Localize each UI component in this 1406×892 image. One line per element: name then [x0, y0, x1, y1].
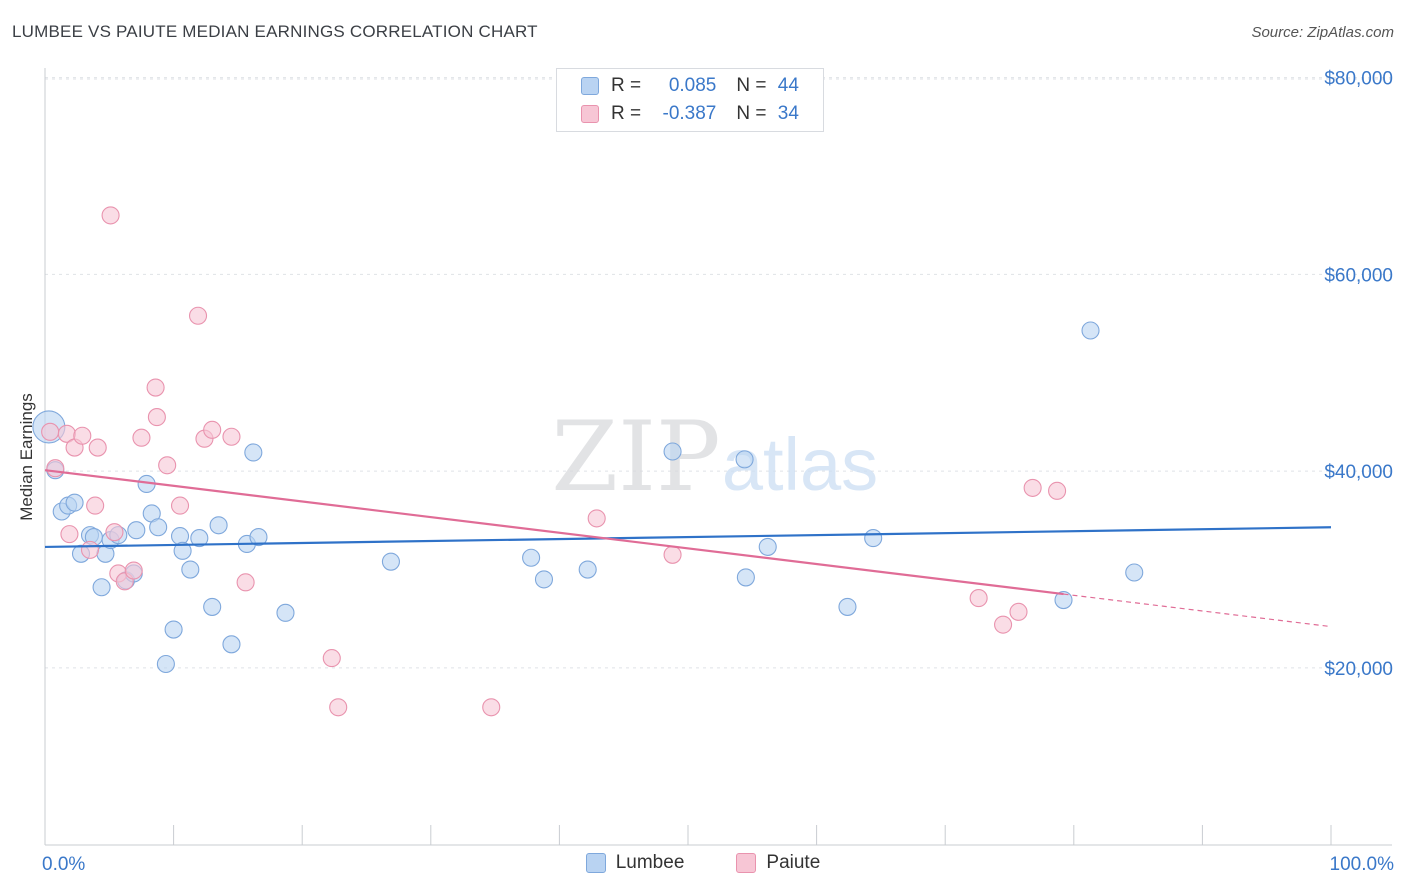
correlation-legend: R = 0.085 N = 44 R = -0.387 N = 34 — [556, 68, 824, 132]
x-tick-label-max: 100.0% — [1330, 854, 1395, 875]
lumbee-point — [181, 560, 200, 579]
legend-n-value: 34 — [777, 103, 799, 124]
legend-item-lumbee: Lumbee — [585, 852, 685, 874]
lumbee-point — [1054, 590, 1073, 610]
y-tick-label: $40,000 — [1324, 462, 1393, 483]
paiute-point — [60, 525, 79, 544]
paiute-point — [322, 649, 341, 668]
lumbee-point — [276, 603, 295, 622]
lumbee-point — [758, 537, 777, 556]
paiute-legend-label: Paiute — [766, 852, 821, 873]
paiute-point — [86, 496, 105, 515]
legend-r-value: -0.387 — [662, 103, 717, 124]
lumbee-point — [249, 528, 268, 547]
paiute-point — [101, 206, 120, 225]
trend-lines — [44, 469, 1332, 628]
paiute-point — [158, 456, 177, 475]
lumbee-point — [534, 570, 554, 589]
source-credit: Source: ZipAtlas.com — [1251, 24, 1394, 41]
lumbee-trend-line — [44, 526, 1332, 549]
lumbee-point — [190, 529, 209, 548]
lumbee-swatch — [581, 77, 599, 95]
lumbee-point — [203, 597, 222, 616]
lumbee-point — [156, 654, 175, 674]
chart-title: LUMBEE VS PAIUTE MEDIAN EARNINGS CORRELA… — [12, 22, 538, 41]
paiute-point — [170, 496, 190, 515]
paiute-point — [88, 438, 107, 457]
axes — [44, 68, 1392, 846]
lumbee-legend-label: Lumbee — [615, 852, 685, 873]
paiute-trend-line — [44, 469, 1064, 596]
legend-row-paiute: R = -0.387 N = 34 — [581, 101, 799, 127]
paiute-point — [105, 523, 124, 542]
lumbee-point — [173, 541, 192, 560]
paiute-point — [1048, 481, 1067, 500]
paiute-swatch — [581, 105, 599, 123]
lumbee-point — [522, 548, 541, 567]
paiute-trend-extension — [1063, 593, 1332, 628]
lumbee-point — [127, 521, 146, 540]
paiute-point — [663, 545, 682, 564]
lumbee-point — [578, 560, 597, 579]
legend-n-value: 44 — [777, 75, 799, 96]
paiute-point — [1009, 602, 1028, 621]
lumbee-point — [1125, 563, 1144, 582]
legend-n-label: N = — [736, 103, 772, 124]
lumbee-point — [838, 597, 857, 616]
legend-r-label: R = — [611, 103, 647, 124]
y-tick-label: $60,000 — [1324, 265, 1393, 286]
tick-labels: $20,000 $40,000 $60,000 $80,000 0.0% 100.0% — [42, 69, 1394, 875]
paiute-point — [124, 561, 143, 580]
lumbee-legend-swatch — [585, 853, 606, 873]
y-tick-label: $80,000 — [1324, 69, 1393, 90]
y-tick-label: $20,000 — [1324, 659, 1393, 680]
paiute-point — [147, 408, 166, 427]
paiute-point — [73, 426, 92, 445]
lumbee-point — [222, 635, 241, 654]
paiute-points — [41, 206, 1067, 717]
paiute-point — [80, 540, 100, 559]
paiute-point — [587, 509, 606, 528]
paiute-point — [203, 420, 222, 439]
paiute-point — [329, 698, 348, 717]
legend-r-label: R = — [611, 75, 647, 96]
lumbee-point — [381, 552, 400, 571]
legend-row-lumbee: R = 0.085 N = 44 — [581, 73, 799, 99]
lumbee-point — [1081, 321, 1100, 340]
series-legend: Lumbee Paiute — [0, 852, 1406, 874]
paiute-point — [146, 378, 165, 397]
legend-r-value: 0.085 — [668, 75, 717, 96]
paiute-point — [994, 615, 1013, 634]
paiute-point — [41, 422, 60, 441]
lumbee-point — [164, 620, 183, 639]
lumbee-point — [149, 518, 168, 537]
lumbee-point — [663, 442, 682, 461]
lumbee-point — [170, 527, 190, 546]
lumbee-point — [244, 443, 263, 462]
watermark-zip: ZIP — [551, 401, 720, 513]
legend-n-label: N = — [736, 75, 772, 96]
lumbee-point — [735, 450, 754, 469]
paiute-point — [46, 459, 65, 478]
paiute-point — [969, 589, 988, 608]
legend-item-paiute: Paiute — [736, 852, 820, 874]
zipatlas-watermark: ZIP atlas — [551, 401, 878, 513]
paiute-point — [236, 573, 255, 592]
lumbee-point — [65, 493, 84, 512]
lumbee-point — [92, 578, 111, 597]
paiute-point — [132, 428, 151, 447]
paiute-point — [1023, 478, 1042, 497]
lumbee-point — [209, 516, 228, 535]
paiute-point — [222, 427, 241, 446]
paiute-legend-swatch — [736, 853, 757, 873]
x-tick-label-min: 0.0% — [42, 854, 85, 875]
lumbee-point — [736, 568, 755, 587]
lumbee-point — [864, 529, 883, 548]
y-axis-label: Median Earnings — [17, 393, 36, 521]
paiute-point — [482, 698, 501, 717]
paiute-point — [188, 306, 208, 325]
